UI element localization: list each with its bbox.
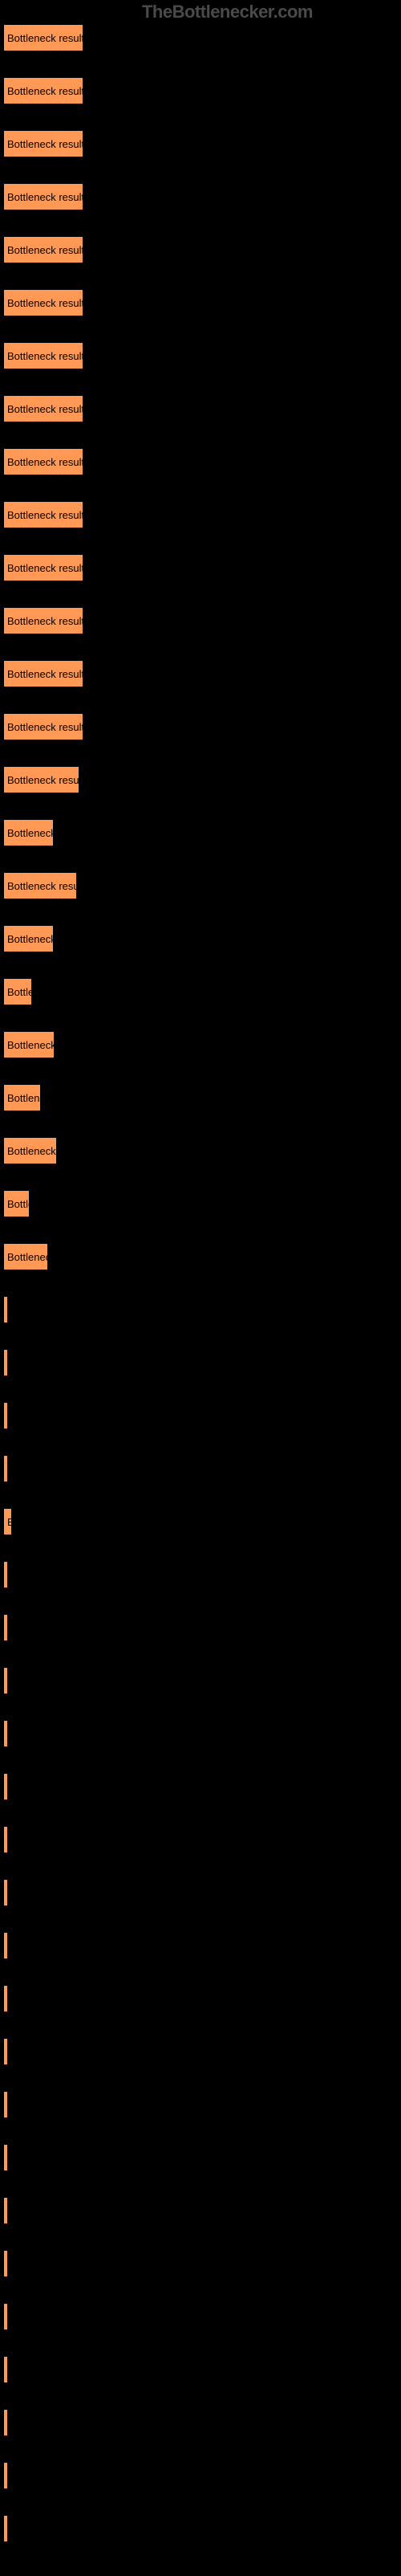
bar bbox=[3, 1455, 8, 1482]
bar bbox=[3, 1667, 8, 1694]
bar: Bottleneck result bbox=[3, 660, 83, 687]
bar bbox=[3, 2356, 8, 2383]
bar bbox=[3, 1349, 8, 1376]
bar-row bbox=[3, 2038, 398, 2065]
bar-row: Bottleneck result bbox=[3, 1296, 398, 1323]
bar-row: Bottleneck result bbox=[3, 1031, 398, 1058]
bar: Bottleneck result bbox=[3, 448, 83, 475]
bar bbox=[3, 1826, 8, 1853]
bar-row bbox=[3, 1667, 398, 1694]
bar-row bbox=[3, 2250, 398, 2277]
bar bbox=[3, 1773, 8, 1800]
bar-row: Bottleneck result bbox=[3, 1190, 398, 1217]
bar: Bottleneck result bbox=[3, 289, 83, 316]
bar-row: Bottleneck result bbox=[3, 289, 398, 316]
bar: Bottleneck result bbox=[3, 501, 83, 528]
bar: Bottleneck result bbox=[3, 130, 83, 157]
bar bbox=[3, 2038, 8, 2065]
bar: Bottleneck result bbox=[3, 607, 83, 634]
bar: Bottleneck result bbox=[3, 1084, 41, 1111]
bar-row bbox=[3, 1826, 398, 1853]
bar: Bottleneck result bbox=[3, 978, 32, 1005]
bar bbox=[3, 2515, 8, 2542]
bar-row bbox=[3, 2197, 398, 2224]
bar-row bbox=[3, 1879, 398, 1906]
bar: Bottleneck result bbox=[3, 1137, 57, 1164]
bar-chart: Bottleneck result Bottleneck result Bottle… bbox=[0, 0, 401, 2576]
watermark-text: TheBottlenecker.com bbox=[142, 2, 313, 22]
bar-row bbox=[3, 1985, 398, 2012]
bar: Bottleneck result bbox=[3, 766, 79, 793]
bar-row: Bottleneck result bbox=[3, 24, 398, 51]
bar-row bbox=[3, 1614, 398, 1641]
bar bbox=[3, 1402, 8, 1429]
bar-row: Bottleneck result bbox=[3, 236, 398, 263]
bar-row: Bottleneck result bbox=[3, 395, 398, 422]
bar-row: Bottleneck result bbox=[3, 1243, 398, 1270]
bar bbox=[3, 1720, 8, 1747]
bar bbox=[3, 2303, 8, 2330]
bar: Bottleneck result bbox=[3, 872, 77, 899]
bar: Bottleneck result bbox=[3, 236, 83, 263]
bar-row: Bottleneck result bbox=[3, 1137, 398, 1164]
bar-row: Bottleneck result bbox=[3, 925, 398, 952]
bar bbox=[3, 2144, 8, 2171]
bar-row: Bottleneck result bbox=[3, 766, 398, 793]
bar-row: Bottleneck result bbox=[3, 342, 398, 369]
bar bbox=[3, 2197, 8, 2224]
bar-row: Bottleneck result bbox=[3, 819, 398, 846]
bar bbox=[3, 2091, 8, 2118]
bar-row bbox=[3, 2515, 398, 2542]
bar bbox=[3, 2250, 8, 2277]
bar: Bottleneck result bbox=[3, 819, 54, 846]
bar-row bbox=[3, 2144, 398, 2171]
bar-row bbox=[3, 1561, 398, 1588]
bar: Bottleneck result bbox=[3, 77, 83, 104]
bar-row bbox=[3, 2303, 398, 2330]
bar-row bbox=[3, 1932, 398, 1959]
bar: Bottleneck result bbox=[3, 24, 83, 51]
bar bbox=[3, 1561, 8, 1588]
bar bbox=[3, 1614, 8, 1641]
bar-row: Bottleneck result bbox=[3, 607, 398, 634]
bar bbox=[3, 1985, 8, 2012]
bar: Bottleneck result bbox=[3, 713, 83, 740]
bar-row bbox=[3, 1349, 398, 1376]
bar-row: Bottleneck result bbox=[3, 872, 398, 899]
bar: Bottleneck result bbox=[3, 1031, 55, 1058]
bar: Bottleneck result bbox=[3, 1190, 30, 1217]
bar-row bbox=[3, 2462, 398, 2489]
bar-row: Bottleneck result bbox=[3, 77, 398, 104]
bar: Bottleneck result bbox=[3, 342, 83, 369]
bar: Bottleneck result bbox=[3, 395, 83, 422]
bar-row: Bottleneck result bbox=[3, 1084, 398, 1111]
bar-row bbox=[3, 2409, 398, 2436]
bar-row bbox=[3, 1402, 398, 1429]
bar bbox=[3, 1879, 8, 1906]
bar: Bottleneck result bbox=[3, 1508, 12, 1535]
bar-row: Bottleneck result bbox=[3, 501, 398, 528]
bar-row bbox=[3, 1455, 398, 1482]
bar bbox=[3, 2462, 8, 2489]
bar-row: Bottleneck result bbox=[3, 660, 398, 687]
bar: Bottleneck result bbox=[3, 1296, 8, 1323]
bar-row: Bottleneck result bbox=[3, 183, 398, 210]
bar: Bottleneck result bbox=[3, 1243, 48, 1270]
bar-row bbox=[3, 2091, 398, 2118]
bar bbox=[3, 1932, 8, 1959]
bar-row bbox=[3, 1720, 398, 1747]
bar-row: Bottleneck result bbox=[3, 978, 398, 1005]
bar-row: Bottleneck result bbox=[3, 554, 398, 581]
bar: Bottleneck result bbox=[3, 554, 83, 581]
bar-row: Bottleneck result bbox=[3, 130, 398, 157]
bar-row: Bottleneck result bbox=[3, 448, 398, 475]
bar-row: Bottleneck result bbox=[3, 1508, 398, 1535]
bar-row bbox=[3, 1773, 398, 1800]
bar-row bbox=[3, 2356, 398, 2383]
bar-row: Bottleneck result bbox=[3, 713, 398, 740]
bar bbox=[3, 2409, 8, 2436]
bar: Bottleneck result bbox=[3, 925, 54, 952]
bar: Bottleneck result bbox=[3, 183, 83, 210]
